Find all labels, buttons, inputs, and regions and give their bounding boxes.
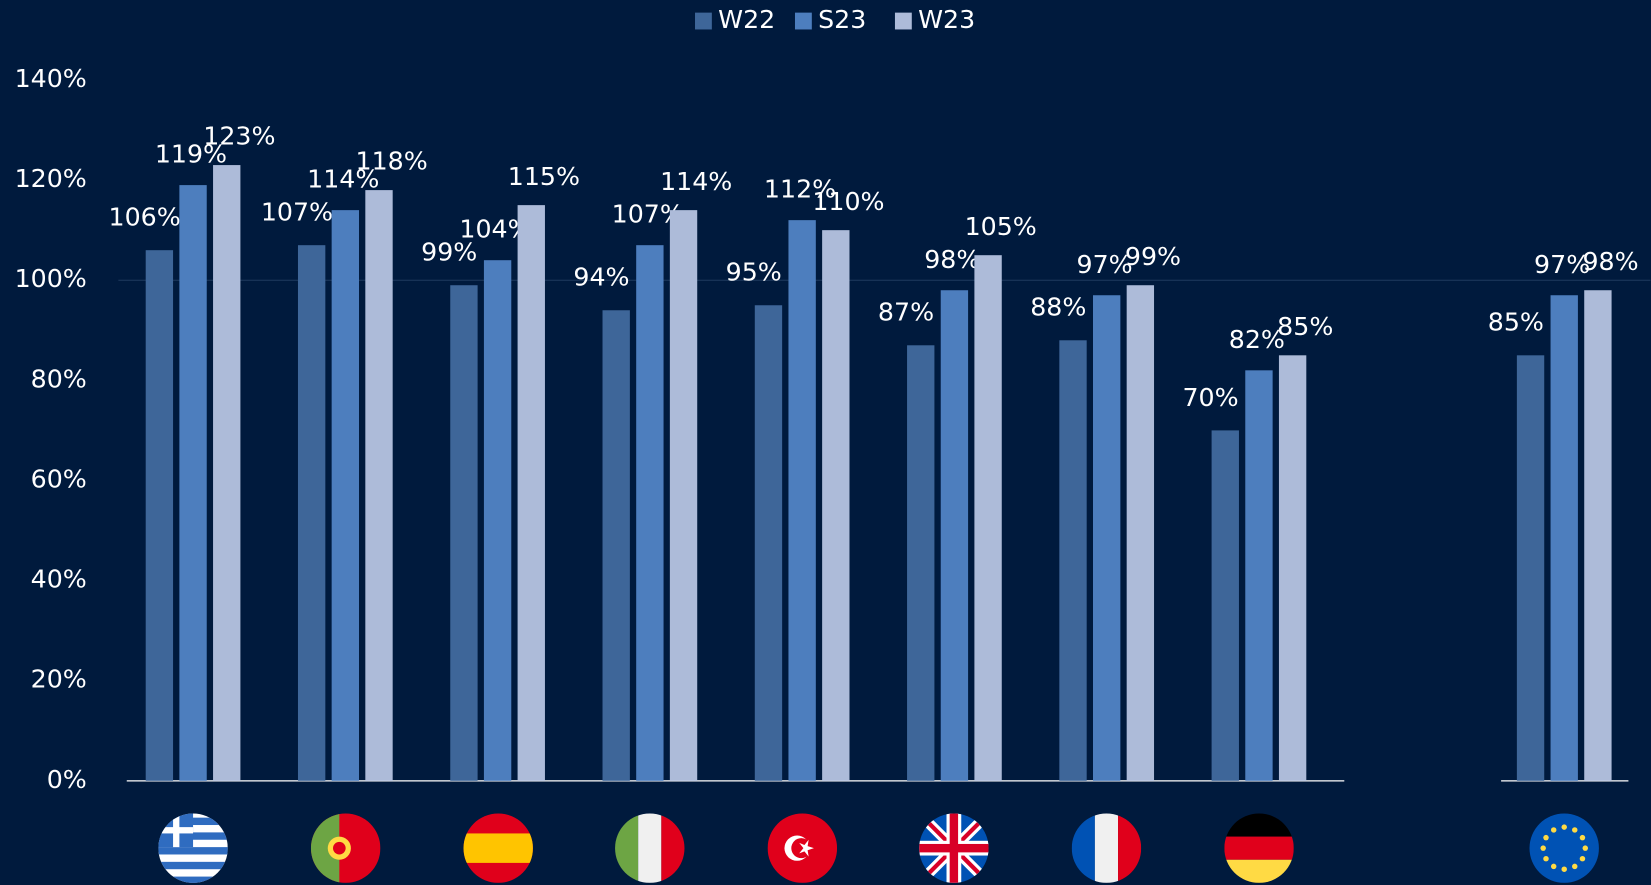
bar [907,345,935,781]
bar [1245,370,1273,781]
bar [1550,295,1578,781]
bar [822,230,850,781]
star [1561,866,1567,872]
flag-italy [615,813,685,883]
bar [1516,355,1545,781]
bar [517,205,545,781]
flag-greece [158,813,228,883]
star [1572,863,1578,870]
value-label: 95% [726,258,782,287]
bar [297,245,326,781]
value-label: 123% [203,122,275,151]
value-label: 82% [1229,325,1285,354]
star [1579,855,1586,862]
bar [213,165,241,781]
flag-france [1071,813,1142,883]
bar [974,255,1002,781]
value-label: 98% [924,245,980,274]
value-label: 99% [1125,242,1181,271]
value-label: 97% [1077,250,1133,279]
bar [1278,355,1307,781]
star [1582,845,1589,851]
bar [940,290,969,781]
bar [636,245,664,781]
bar [1092,295,1121,781]
star [1540,845,1546,851]
y-tick-label: 140% [15,64,87,93]
flag-turkey [767,813,838,883]
bar [145,250,174,781]
star [1561,824,1567,830]
y-tick-label: 100% [15,264,87,293]
legend-swatch [695,12,712,30]
y-tick-label: 120% [15,164,87,193]
bar [1126,285,1155,781]
legend-swatch [894,12,912,30]
value-label: 70% [1182,383,1238,412]
bar [754,305,783,781]
star [1543,855,1549,862]
value-label: 98% [1582,247,1638,276]
bar [483,260,512,781]
value-label: 118% [356,147,428,176]
value-label: 99% [421,238,477,267]
value-label: 85% [1488,308,1544,337]
flag-eu [1529,813,1599,883]
star [1550,827,1557,833]
value-label: 114% [307,165,379,194]
bar [1584,290,1612,781]
y-tick-label: 0% [47,765,87,794]
bar [179,185,207,781]
value-label: 115% [508,162,580,191]
value-label: 87% [878,298,934,327]
value-label: 106% [109,203,181,232]
bar [1059,340,1087,781]
flag-uk [919,813,989,883]
value-label: 119% [155,140,227,169]
bar [331,210,360,781]
legend-label: S23 [818,5,866,34]
y-tick-label: 40% [31,565,87,594]
flag-germany [1224,813,1294,883]
value-label: 97% [1534,250,1590,279]
bar [669,210,698,781]
flag-portugal [310,813,381,883]
value-label: 105% [965,212,1037,241]
y-tick-label: 20% [31,665,87,694]
bar [365,190,393,781]
star [1543,834,1549,841]
value-label: 85% [1277,312,1333,341]
value-label: 88% [1030,293,1086,322]
star [1572,827,1578,833]
y-tick-label: 80% [31,364,87,393]
star [1579,834,1586,841]
y-tick-label: 60% [31,464,87,493]
bar [450,285,478,781]
value-label: 114% [660,167,732,196]
value-label: 112% [764,175,836,204]
flag-spain [463,813,533,883]
value-label: 107% [261,198,333,227]
bar [1211,430,1239,781]
value-label: 94% [573,263,629,292]
bar [602,310,630,781]
flags [158,813,1599,883]
bar [788,220,816,781]
legend-label: W22 [718,5,775,34]
legend-swatch [794,12,812,30]
legend-label: W23 [918,5,975,34]
star [1550,863,1557,870]
value-label: 110% [812,187,884,216]
